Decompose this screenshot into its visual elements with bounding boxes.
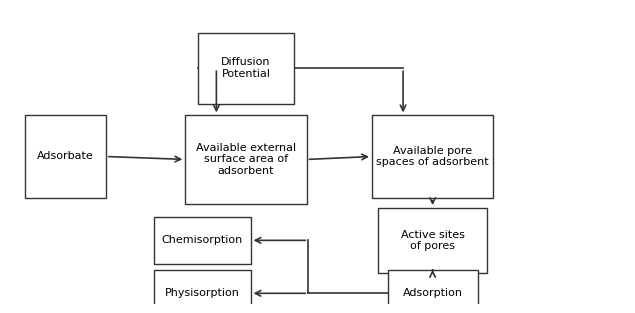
Text: Active sites
of pores: Active sites of pores <box>401 229 465 251</box>
Text: Available pore
spaces of adsorbent: Available pore spaces of adsorbent <box>377 146 489 167</box>
Text: Adsorption: Adsorption <box>403 288 463 298</box>
Bar <box>154 217 251 264</box>
Bar <box>378 208 487 273</box>
Bar <box>387 270 478 313</box>
Text: Diffusion
Potential: Diffusion Potential <box>221 57 271 79</box>
Bar <box>372 115 493 198</box>
Text: Physisorption: Physisorption <box>165 288 240 298</box>
Bar <box>25 115 106 198</box>
Bar <box>154 270 251 313</box>
Text: Adsorbate: Adsorbate <box>37 151 94 162</box>
Text: Chemisorption: Chemisorption <box>162 235 243 245</box>
Text: Available external
surface area of
adsorbent: Available external surface area of adsor… <box>196 143 296 176</box>
Bar <box>197 33 294 104</box>
Bar <box>185 115 307 203</box>
